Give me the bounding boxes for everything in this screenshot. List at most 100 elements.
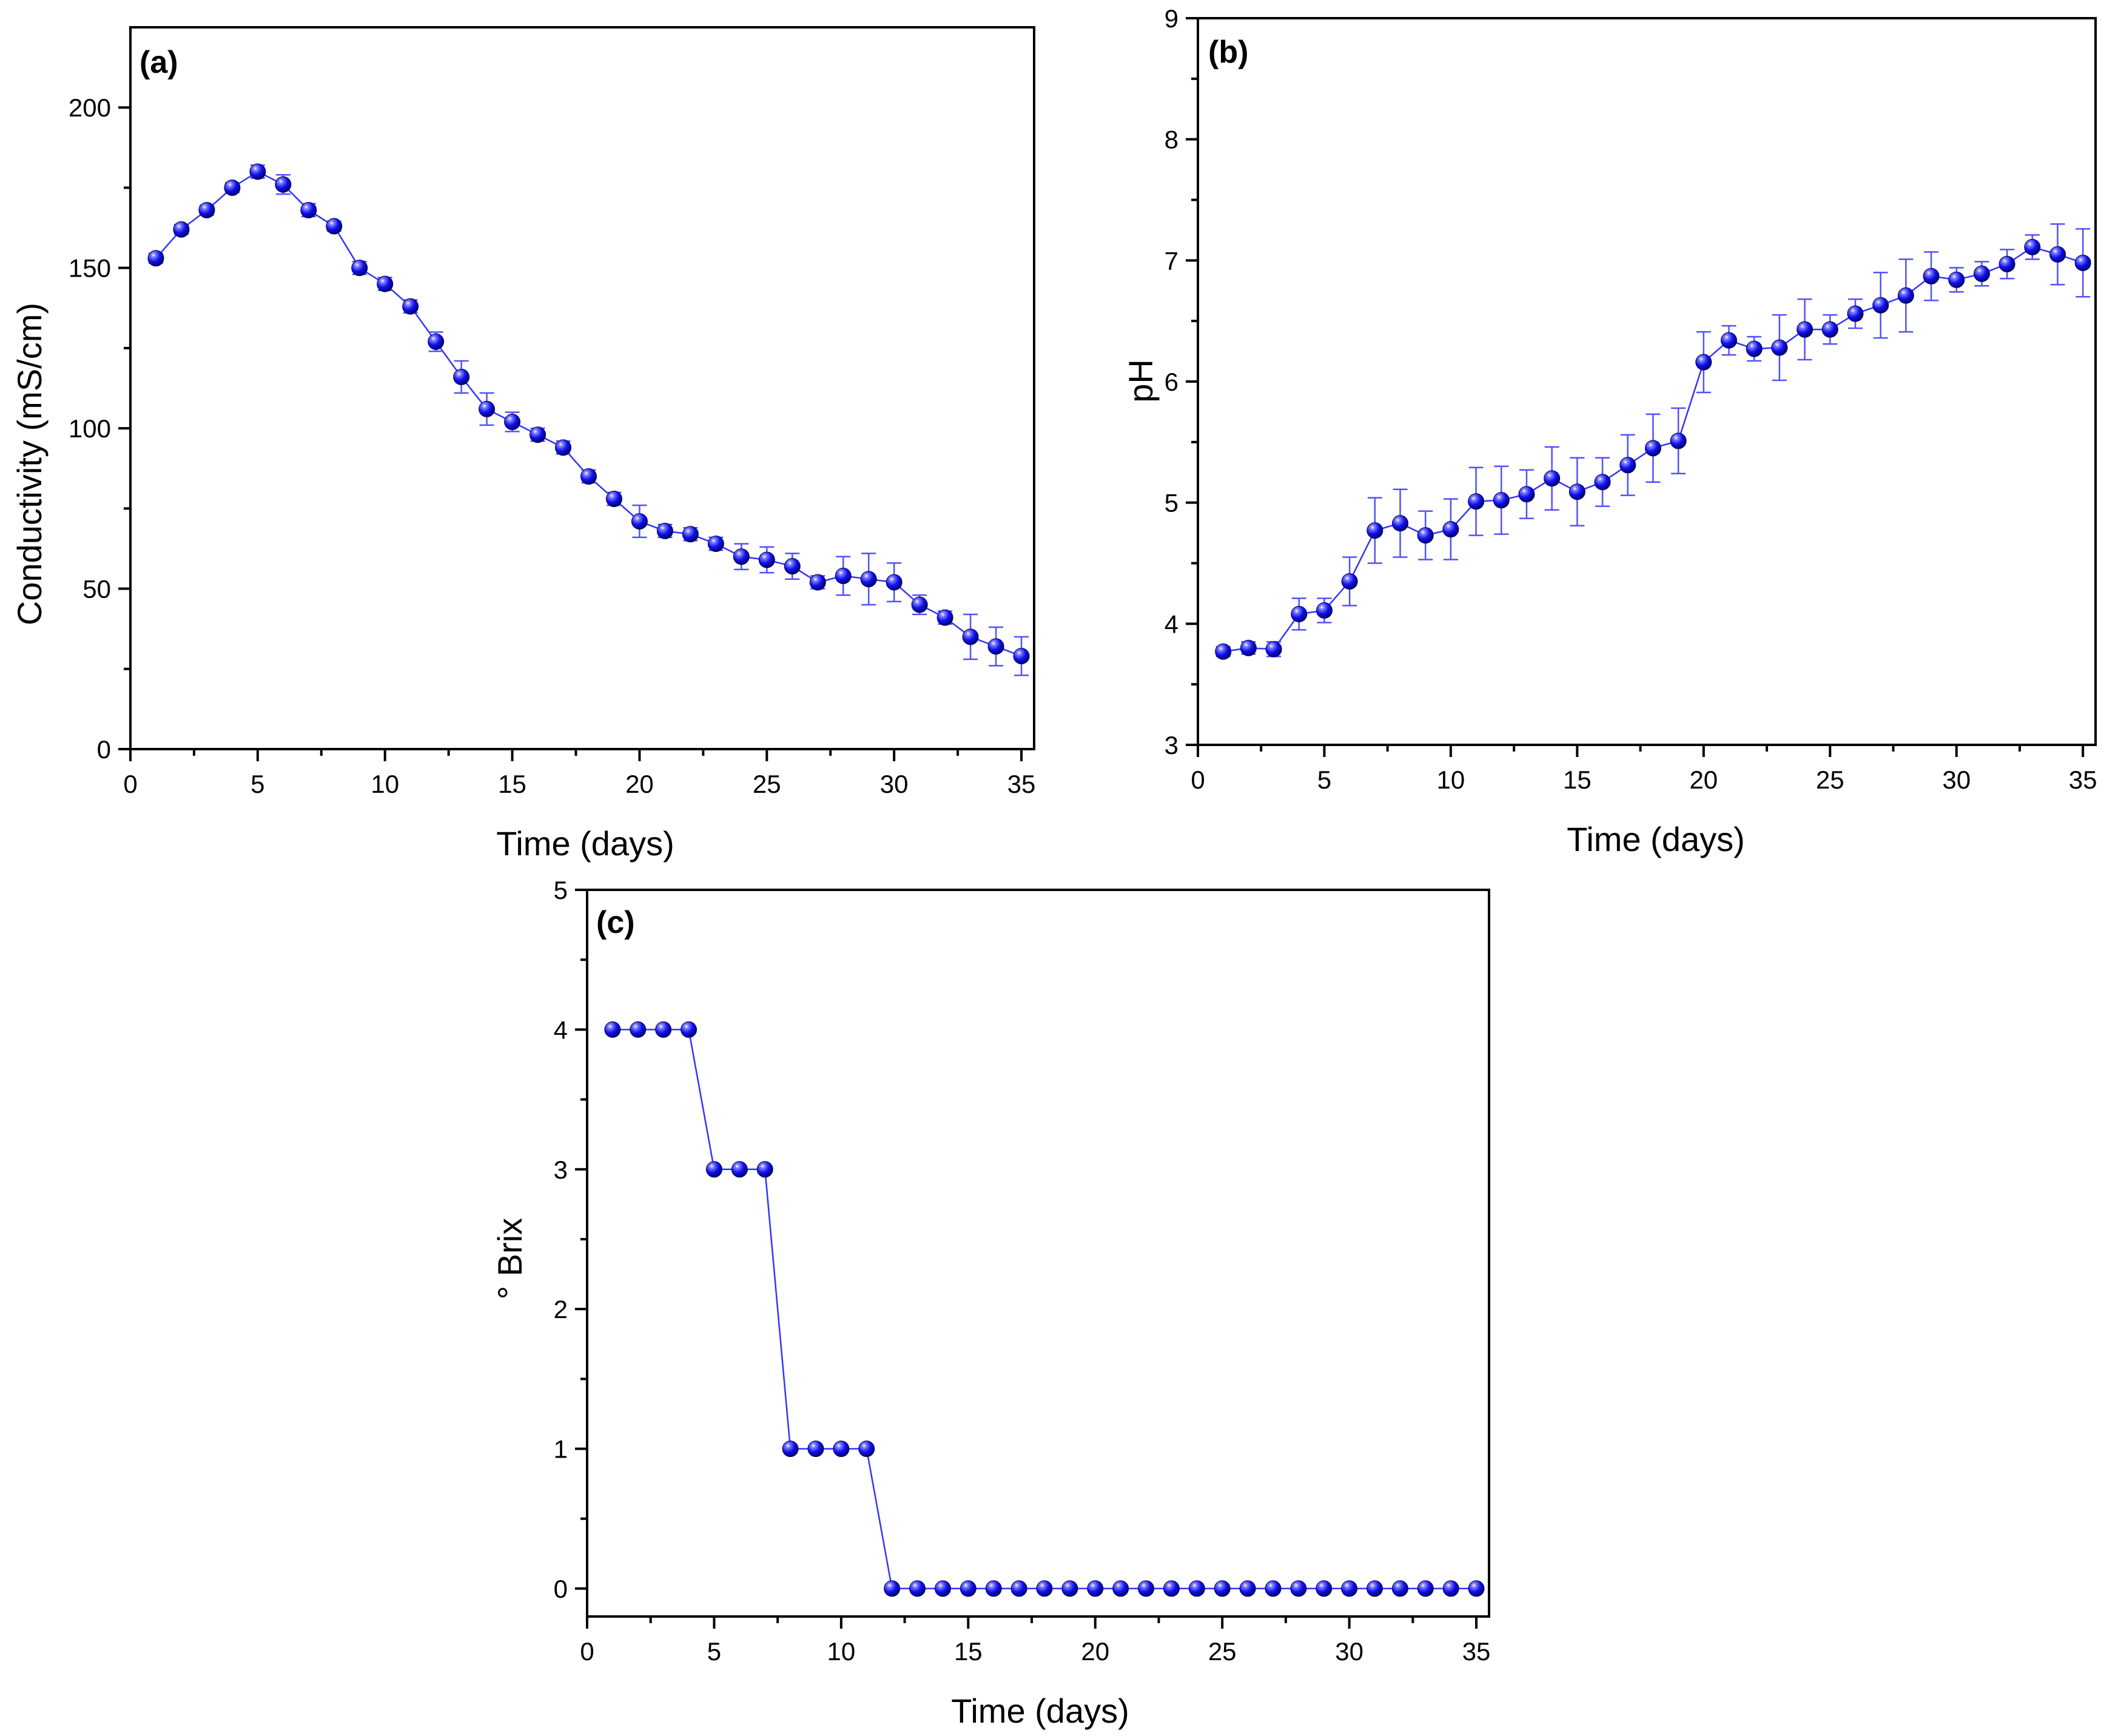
data-point-a: [733, 548, 750, 565]
data-point-a: [275, 176, 292, 193]
data-point-b: [1341, 573, 1358, 590]
data-point-c: [884, 1580, 901, 1597]
y-tick-label-c: 2: [554, 1295, 568, 1324]
data-point-b: [2074, 254, 2091, 271]
data-point-b: [1493, 492, 1510, 509]
data-point-c: [731, 1161, 748, 1178]
data-point-a: [530, 426, 546, 443]
data-point-a: [707, 536, 724, 553]
data-point-b: [1417, 527, 1434, 544]
data-point-b: [1973, 265, 1990, 282]
panel-c-brix: (c) Time (days) ° Brix 0 5 10 15 20 25 30 35012…: [491, 876, 1490, 1730]
x-tick-label-b: 0: [1191, 765, 1205, 794]
y-tick-label-b: 4: [1165, 610, 1178, 638]
data-point-b: [1240, 639, 1257, 656]
data-point-a: [936, 609, 953, 626]
x-tick-label-c: 15: [954, 1637, 983, 1666]
plot-frame-a: [129, 26, 1035, 750]
x-tick-label-c: 20: [1081, 1637, 1109, 1666]
y-tick-label-b: 8: [1165, 126, 1178, 154]
y-tick-label-c: 5: [554, 876, 568, 904]
x-tick-label-a: 15: [498, 770, 526, 798]
data-point-c: [858, 1441, 875, 1458]
data-point-a: [249, 163, 266, 180]
plot-frame-b: [1197, 17, 2097, 746]
data-point-b: [1644, 440, 1661, 457]
data-point-b: [1468, 493, 1485, 510]
data-point-b: [1720, 332, 1737, 349]
data-point-a: [962, 628, 979, 645]
x-axis-label-a: Time (days): [496, 824, 674, 863]
data-point-a: [784, 558, 801, 575]
data-point-c: [1316, 1580, 1333, 1597]
data-point-b: [1847, 305, 1864, 322]
data-point-b: [1265, 641, 1282, 658]
data-point-c: [909, 1580, 926, 1597]
data-point-b: [2049, 246, 2066, 263]
data-point-a: [428, 333, 445, 350]
x-tick-label-c: 10: [827, 1637, 856, 1666]
data-point-a: [682, 526, 699, 543]
data-point-a: [555, 439, 572, 456]
data-point-a: [479, 400, 496, 417]
x-tick-label-c: 25: [1208, 1637, 1237, 1666]
plot-frame-c: [586, 889, 1490, 1618]
data-point-b: [1670, 432, 1687, 449]
data-point-c: [934, 1580, 951, 1597]
x-tick-label-a: 10: [371, 770, 399, 798]
data-point-a: [326, 218, 343, 235]
y-tick-label-b: 6: [1165, 368, 1178, 396]
data-point-b: [1594, 474, 1611, 491]
data-point-a: [656, 522, 673, 539]
series-line-c: [612, 1029, 1477, 1590]
y-tick-label-c: 1: [554, 1435, 568, 1464]
x-tick-label-b: 20: [1689, 765, 1718, 794]
y-tick-label-a: 200: [69, 93, 111, 122]
data-point-b: [1544, 470, 1561, 487]
y-tick-label-b: 5: [1165, 489, 1178, 517]
data-point-c: [833, 1441, 850, 1458]
y-tick-label-c: 4: [554, 1015, 568, 1044]
data-point-a: [987, 638, 1004, 655]
x-tick-label-c: 5: [707, 1637, 721, 1666]
y-tick-label-b: 7: [1165, 246, 1178, 275]
data-point-b: [1948, 271, 1965, 288]
data-point-a: [147, 250, 164, 267]
data-point-c: [1163, 1580, 1180, 1597]
data-point-a: [580, 468, 597, 485]
data-point-c: [1188, 1580, 1205, 1597]
y-tick-label-b: 3: [1165, 731, 1178, 759]
x-axis-label-c: Time (days): [951, 1692, 1129, 1730]
data-point-c: [1367, 1580, 1383, 1597]
data-point-a: [860, 571, 877, 588]
x-tick-label-a: 35: [1007, 770, 1036, 798]
data-point-c: [1061, 1580, 1078, 1597]
data-point-a: [809, 574, 826, 591]
data-point-a: [911, 596, 928, 613]
data-point-b: [1797, 321, 1814, 338]
data-point-b: [1215, 643, 1232, 660]
data-point-c: [960, 1580, 977, 1597]
x-tick-label-b: 15: [1563, 765, 1592, 794]
data-point-c: [756, 1161, 773, 1178]
data-point-c: [1010, 1580, 1027, 1597]
panel-label-c: (c): [596, 905, 635, 940]
data-point-c: [655, 1021, 672, 1038]
x-tick-label-b: 35: [2069, 765, 2097, 794]
y-axis-label-a: Conductivity (mS/cm): [10, 303, 49, 625]
data-point-a: [835, 567, 852, 584]
x-tick-label-b: 30: [1942, 765, 1971, 794]
panel-b-ph: (b) Time (days) pH 0 5 10 15 20 25 30 35 3 4 5 6 7 8 9: [1121, 4, 2097, 858]
x-tick-label-b: 5: [1317, 765, 1331, 794]
data-point-c: [1442, 1580, 1459, 1597]
data-point-b: [1442, 521, 1459, 538]
data-point-c: [1239, 1580, 1256, 1597]
data-point-a: [300, 201, 317, 218]
y-tick-label-b: 9: [1165, 4, 1178, 33]
data-point-c: [1341, 1580, 1358, 1597]
data-point-a: [224, 179, 241, 196]
data-point-c: [1112, 1580, 1129, 1597]
data-point-a: [402, 298, 419, 315]
x-tick-label-a: 0: [123, 770, 137, 798]
